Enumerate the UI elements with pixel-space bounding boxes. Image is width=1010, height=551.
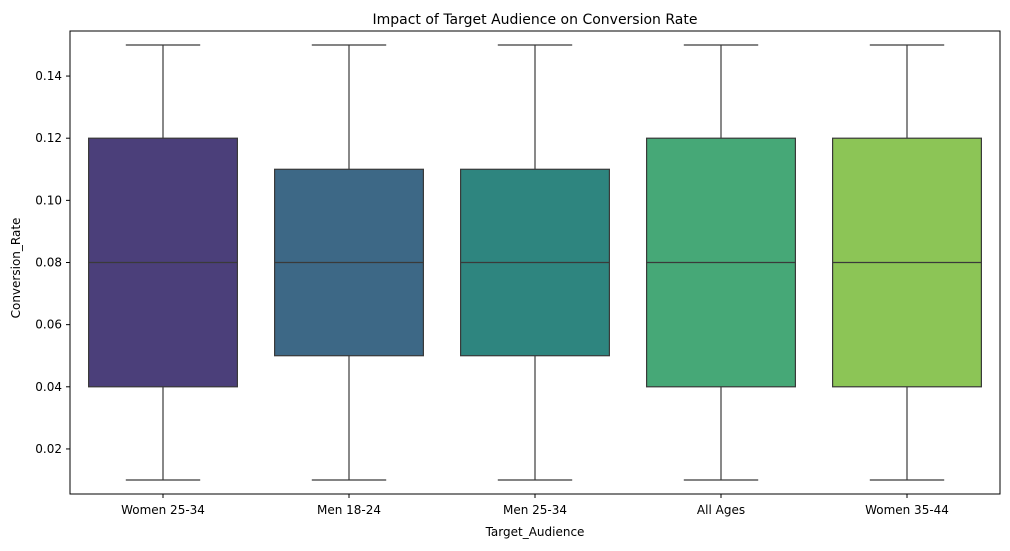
y-tick-label: 0.02 [35,442,62,456]
x-axis-label: Target_Audience [485,525,585,539]
x-tick-label: Men 25-34 [503,503,567,517]
y-tick-label: 0.04 [35,380,62,394]
y-axis-label: Conversion_Rate [9,218,23,319]
y-tick-label: 0.12 [35,131,62,145]
y-tick-label: 0.10 [35,193,62,207]
x-tick-label: Men 18-24 [317,503,381,517]
y-tick-label: 0.06 [35,318,62,332]
y-tick-label: 0.08 [35,256,62,270]
x-tick-label: All Ages [697,503,745,517]
x-tick-label: Women 35-44 [865,503,949,517]
y-tick-label: 0.14 [35,69,62,83]
plot-area: 0.02 0.04 0.06 0.08 0.10 0.12 0.14 Women 25-34 M… [35,30,1001,517]
chart-title: Impact of Target Audience on Conversion … [373,12,698,28]
x-tick-label: Women 25-34 [121,503,205,517]
